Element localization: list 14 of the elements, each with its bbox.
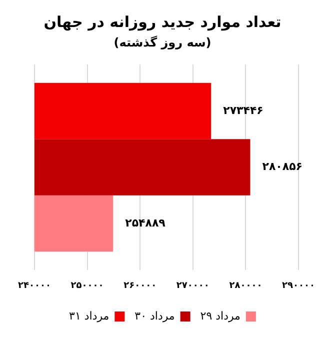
chart-title: تعداد موارد جدید روزانه در جهان xyxy=(44,12,282,31)
x-tick-label: ۲۷۰۰۰۰ xyxy=(176,280,210,291)
data-label: ۲۷۳۴۴۶ xyxy=(223,104,264,117)
x-tick-label: ۲۴۰۰۰۰ xyxy=(18,280,51,291)
legend-label: ۲۹ مرداد xyxy=(200,309,241,322)
x-tick-label: ۲۹۰۰۰۰ xyxy=(282,280,316,291)
data-label: ۲۸۰۸۵۶ xyxy=(262,160,303,174)
x-tick-label: ۲۶۰۰۰۰ xyxy=(124,280,157,291)
data-label: ۲۵۴۸۸۹ xyxy=(125,216,166,230)
x-tick-label: ۲۸۰۰۰۰ xyxy=(229,280,262,291)
legend-label: ۳۰ مرداد xyxy=(134,309,175,322)
chart-subtitle: (سه روز گذشته) xyxy=(114,35,212,50)
legend-label: ۳۱ مرداد xyxy=(69,309,110,322)
x-tick-label: ۲۵۰۰۰۰ xyxy=(70,280,104,291)
